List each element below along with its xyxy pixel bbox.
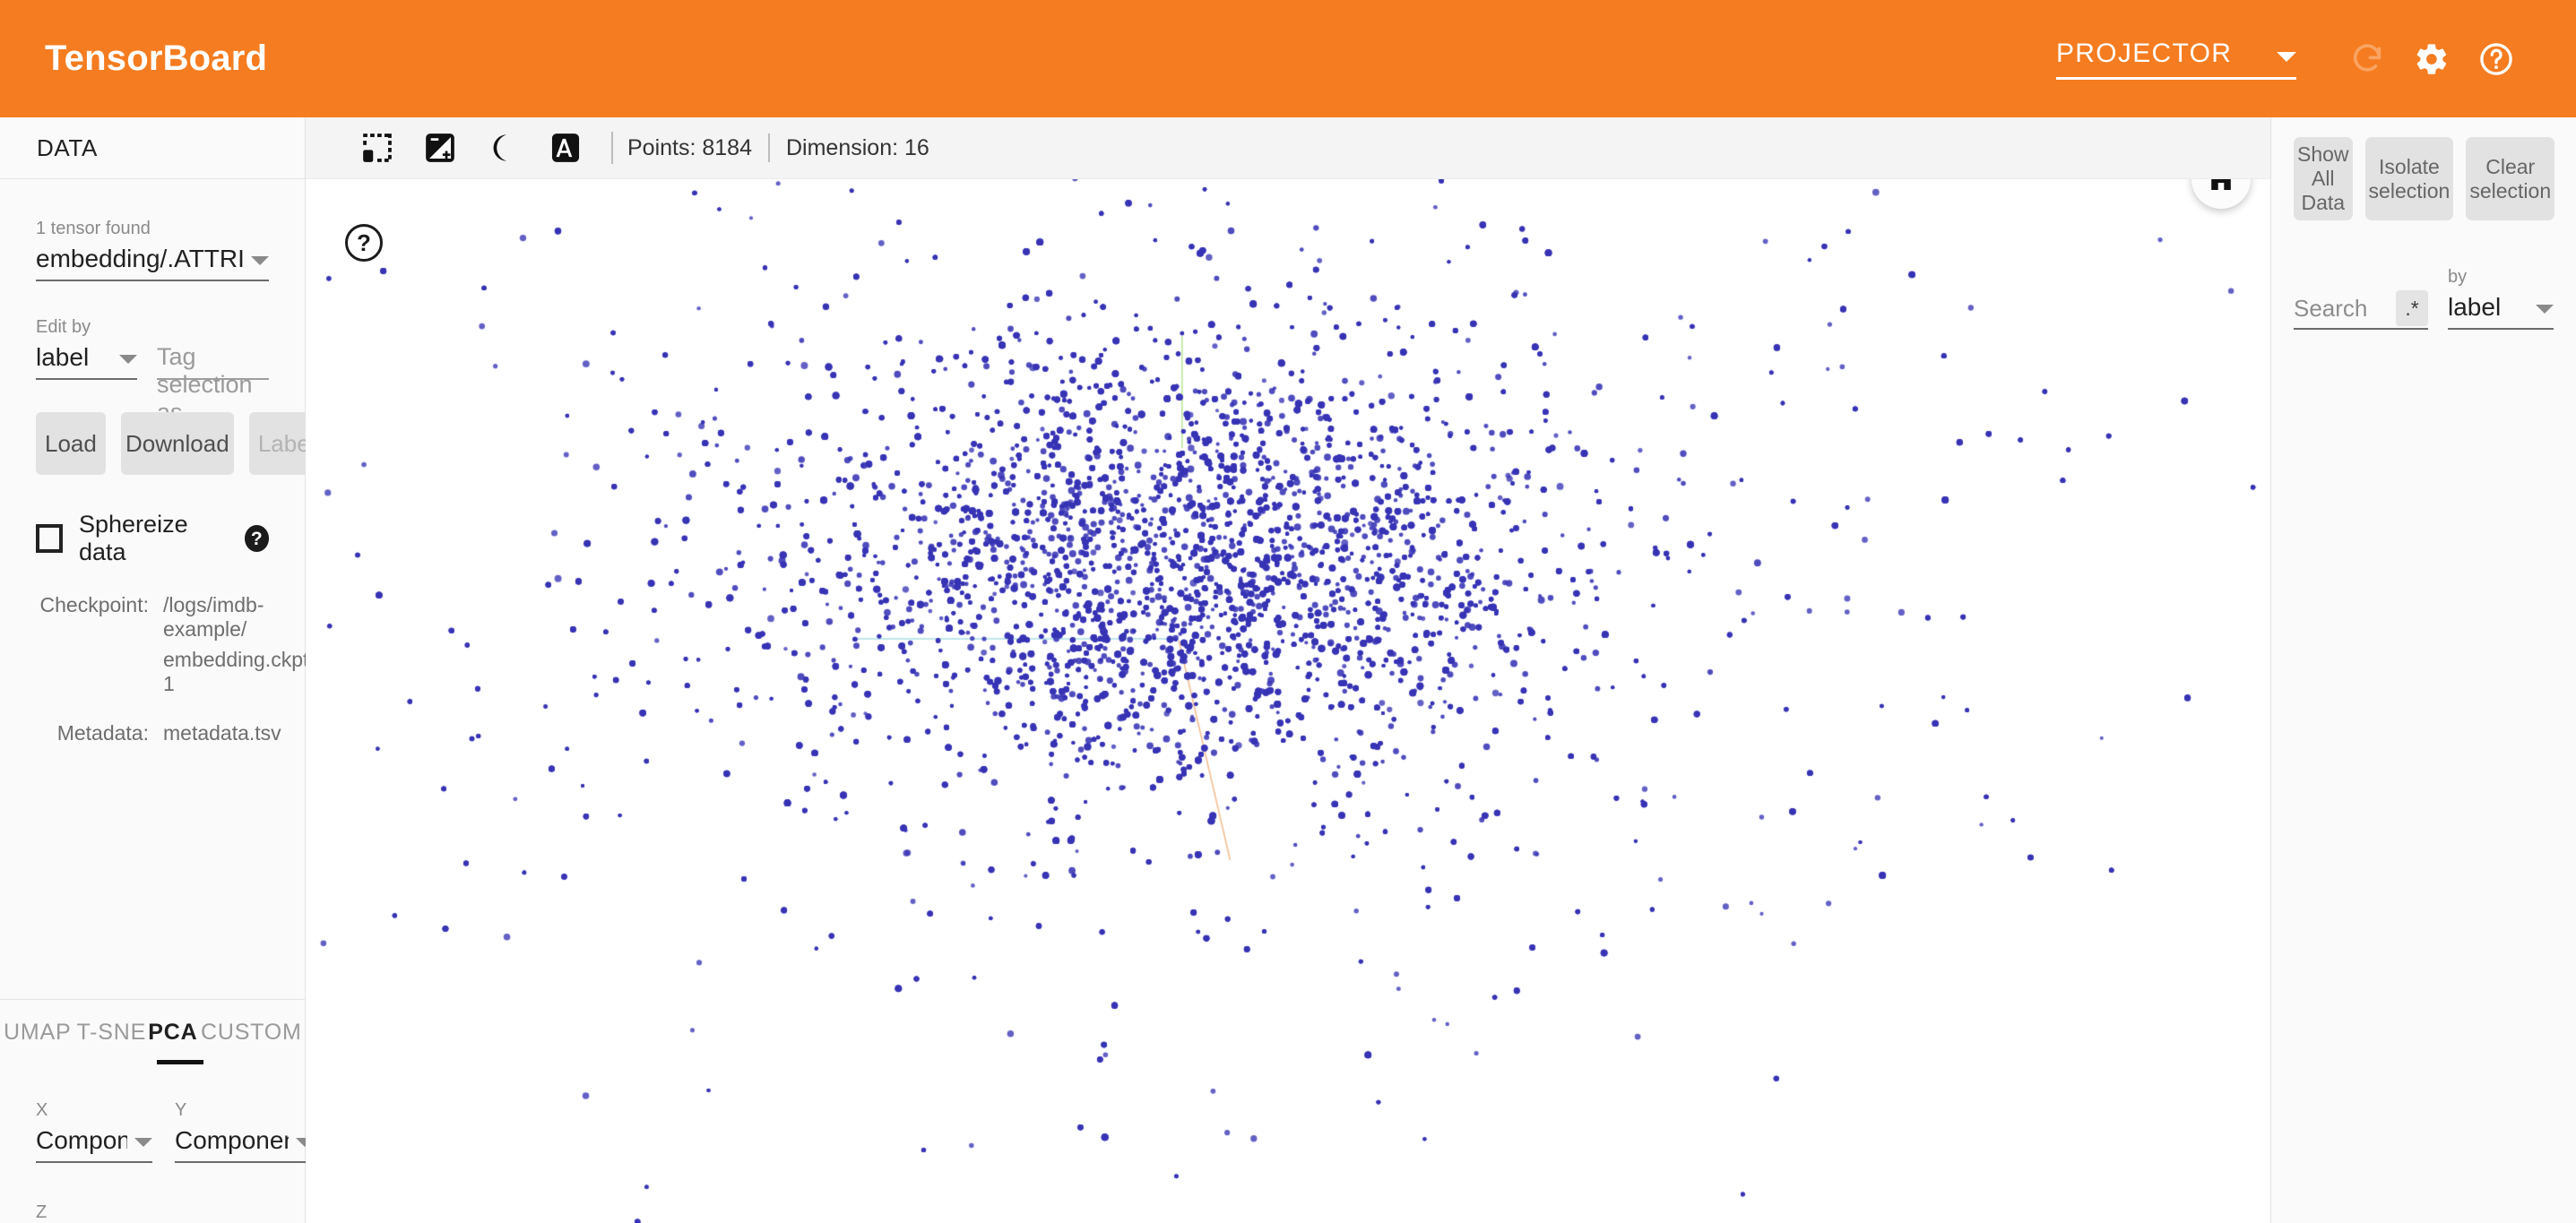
checkpoint-line-2: embedding.ckpt-1: [163, 648, 316, 695]
labels-icon[interactable]: [534, 126, 597, 169]
selection-buttons: Show All Data Isolate selection Clear se…: [2294, 137, 2555, 221]
data-action-buttons: Load Download Label: [36, 412, 324, 475]
search-by-value: label: [2448, 293, 2502, 322]
sphereize-checkbox[interactable]: [36, 524, 63, 553]
chevron-down-icon: [134, 1138, 152, 1147]
pca-axis-row: X Component #1 Y Component #2: [36, 1100, 314, 1163]
search-by-label: by: [2448, 267, 2468, 288]
search-input[interactable]: Search: [2294, 295, 2368, 323]
tab-pca[interactable]: PCA: [148, 1019, 198, 1045]
edit-by-label: Edit by: [36, 317, 91, 337]
pca-z-label: Z: [36, 1202, 48, 1222]
app-brand: TensorBoard: [45, 39, 268, 78]
projection-tabs: UMAP T-SNE PCA CUSTOM: [0, 1000, 305, 1064]
dimension-count: Dimension: 16: [786, 134, 929, 160]
active-tab-indicator: [157, 1060, 203, 1064]
pca-y-select[interactable]: Component #2: [175, 1126, 314, 1163]
chevron-down-icon: [119, 355, 137, 364]
scatter-canvas-area[interactable]: ?: [306, 179, 2270, 1223]
embedding-scatter-plot[interactable]: [306, 179, 2270, 1223]
show-all-data-button[interactable]: Show All Data: [2294, 137, 2353, 221]
metadata-value: metadata.tsv: [163, 721, 281, 745]
tensor-select-value: embedding/.ATTRIBUTES/VARIABLE_: [36, 245, 244, 272]
tab-custom[interactable]: CUSTOM: [201, 1019, 302, 1045]
tab-umap[interactable]: UMAP: [4, 1019, 72, 1045]
plugin-selector[interactable]: PROJECTOR: [2056, 39, 2296, 80]
tag-selection-input[interactable]: Tag selection as: [157, 343, 269, 426]
regex-toggle-button[interactable]: .*: [2396, 290, 2428, 327]
projector-view: Points: 8184 Dimension: 16 ?: [306, 117, 2270, 1223]
clear-selection-button[interactable]: Clear selection: [2466, 137, 2555, 221]
pca-y-label: Y: [175, 1100, 187, 1120]
edit-by-select[interactable]: label: [36, 343, 137, 380]
checkpoint-info: Checkpoint: /logs/imdb-example/ embeddin…: [36, 593, 316, 696]
selection-panel: Show All Data Isolate selection Clear se…: [2270, 117, 2576, 1223]
header-controls: PROJECTOR: [2056, 31, 2524, 87]
search-by-select[interactable]: label: [2448, 293, 2554, 331]
projection-tabs-wrap: UMAP T-SNE PCA CUSTOM: [0, 999, 305, 1064]
data-panel-title: DATA: [0, 117, 305, 179]
plugin-selector-value: PROJECTOR: [2056, 38, 2233, 68]
app-header: TensorBoard PROJECTOR: [0, 0, 2576, 117]
edit-by-group: Edit by label: [36, 317, 137, 380]
help-circle-icon[interactable]: ?: [345, 224, 383, 262]
load-button[interactable]: Load: [36, 412, 106, 475]
stats-divider: [768, 133, 770, 162]
search-row: Search .* by label: [2294, 267, 2554, 331]
tensor-count-label: 1 tensor found: [36, 219, 151, 238]
pca-x-label: X: [36, 1100, 48, 1120]
chevron-down-icon: [296, 1138, 314, 1147]
refresh-icon[interactable]: [2339, 31, 2395, 87]
pca-x-group: X Component #1: [36, 1100, 152, 1163]
chevron-down-icon: [251, 256, 269, 265]
checkpoint-key: Checkpoint:: [39, 593, 149, 616]
sphereize-row[interactable]: Sphereize data ?: [36, 511, 269, 566]
metadata-info: Metadata: metadata.tsv: [36, 721, 281, 745]
metadata-key: Metadata:: [56, 721, 149, 745]
chevron-down-icon: [2536, 305, 2554, 314]
app-body: DATA 1 tensor found embedding/.ATTRIBUTE…: [0, 117, 2576, 1223]
night-mode-icon[interactable]: [471, 126, 534, 169]
checkpoint-value: /logs/imdb-example/ embedding.ckpt-1: [163, 593, 316, 696]
toolbar-divider: [611, 132, 613, 164]
pca-x-value: Component #1: [36, 1126, 127, 1154]
brightness-contrast-icon[interactable]: [409, 126, 471, 169]
viewer-toolbar: Points: 8184 Dimension: 16: [306, 117, 2270, 179]
tensor-select[interactable]: embedding/.ATTRIBUTES/VARIABLE_: [36, 245, 269, 281]
download-button[interactable]: Download: [120, 412, 234, 475]
checkpoint-line-1: /logs/imdb-example/: [163, 593, 264, 641]
sphereize-label: Sphereize data: [79, 511, 188, 565]
help-circle-icon[interactable]: ?: [244, 525, 269, 552]
pca-x-select[interactable]: Component #1: [36, 1126, 152, 1163]
data-sidebar: DATA 1 tensor found embedding/.ATTRIBUTE…: [0, 117, 324, 1223]
pca-y-group: Y Component #2: [175, 1100, 314, 1163]
pca-y-value: Component #2: [175, 1126, 289, 1154]
pca-options-panel: X Component #1 Y Component #2: [0, 1064, 314, 1223]
help-circle-icon[interactable]: [2468, 31, 2524, 87]
search-field[interactable]: Search .*: [2294, 290, 2428, 331]
tag-selection-group: Tag selection as: [157, 317, 269, 426]
select-box-icon[interactable]: [346, 126, 409, 169]
gear-icon[interactable]: [2404, 31, 2459, 87]
edit-by-row: Edit by label Tag selection as: [36, 317, 269, 426]
isolate-selection-button[interactable]: Isolate selection: [2364, 137, 2454, 221]
viewer-stats: Points: 8184 Dimension: 16: [627, 133, 929, 162]
tab-tsne[interactable]: T-SNE: [76, 1019, 147, 1045]
points-count: Points: 8184: [627, 134, 752, 160]
edit-by-value: label: [36, 343, 90, 371]
chevron-down-icon: [2277, 51, 2296, 62]
search-by-group: by label: [2448, 267, 2554, 331]
data-panel: 1 tensor found embedding/.ATTRIBUTES/VAR…: [0, 179, 324, 999]
